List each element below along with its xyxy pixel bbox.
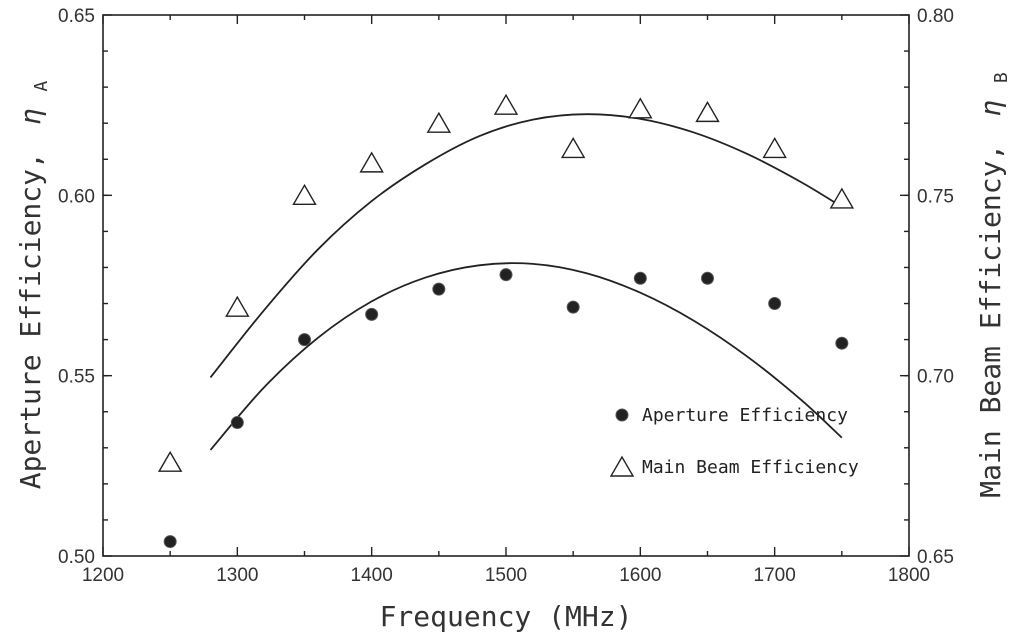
- aperture-data-point: [230, 416, 244, 430]
- legend-aperture-marker: [615, 408, 629, 422]
- aperture-data-point: [298, 333, 311, 347]
- main-beam-fit-curve: [209, 113, 843, 379]
- aperture-data-point: [566, 300, 580, 314]
- x-tick-label: 1200: [82, 565, 124, 586]
- legend-main-beam-label: Main Beam Efficiency: [642, 457, 859, 478]
- right-y-axis-title: Main Beam Efficiency, η B: [974, 72, 1012, 497]
- main-beam-data-point: [157, 450, 183, 472]
- right-y-tick-label: 0.65: [917, 547, 954, 568]
- aperture-data-point: [768, 297, 782, 311]
- x-tick-label: 1500: [485, 565, 527, 586]
- left-y-axis-title-subscript: A: [31, 81, 52, 92]
- left-y-axis-ticks: 0.50 0.55 0.60 0.65: [58, 6, 112, 568]
- aperture-data-point: [701, 271, 714, 285]
- aperture-data-point: [432, 282, 446, 296]
- left-y-axis-title-text: Aperture Efficiency,: [14, 152, 47, 489]
- main-beam-data-point: [359, 151, 384, 173]
- left-y-axis-title-symbol: η: [14, 108, 47, 125]
- x-tick-label: 1300: [216, 565, 258, 586]
- main-beam-data-point: [493, 93, 519, 115]
- main-beam-data-point: [695, 100, 720, 123]
- main-beam-data-point: [829, 187, 855, 209]
- data-markers: [157, 93, 855, 549]
- main-beam-data-point: [426, 111, 452, 133]
- legend: Aperture Efficiency Main Beam Efficiency: [609, 405, 859, 478]
- right-y-axis-title-subscript: B: [991, 72, 1012, 83]
- legend-main-beam-marker: [609, 455, 635, 477]
- main-beam-data-point: [628, 97, 653, 119]
- left-y-tick-label: 0.60: [58, 186, 95, 207]
- aperture-data-point: [499, 268, 513, 282]
- left-y-tick-label: 0.50: [58, 547, 95, 568]
- fit-curves: [209, 113, 843, 451]
- x-tick-label: 1700: [754, 565, 796, 586]
- right-y-axis-ticks: 0.65 0.70 0.75 0.80: [900, 6, 954, 568]
- main-beam-data-point: [225, 295, 250, 317]
- x-axis-title: Frequency (MHz): [380, 600, 633, 633]
- right-y-axis-title-text: Main Beam Efficiency,: [974, 144, 1007, 498]
- main-beam-data-point: [292, 183, 317, 206]
- main-beam-data-point: [560, 137, 586, 159]
- x-tick-label: 1800: [888, 565, 930, 586]
- x-tick-label: 1600: [619, 565, 661, 586]
- legend-aperture-label: Aperture Efficiency: [642, 405, 848, 426]
- left-y-tick-label: 0.55: [58, 367, 95, 388]
- aperture-data-point: [835, 336, 849, 350]
- main-beam-data-point: [762, 137, 787, 159]
- aperture-data-point: [633, 271, 647, 285]
- aperture-data-point: [365, 307, 379, 321]
- right-y-axis-title-symbol: η: [974, 100, 1007, 117]
- aperture-fit-curve: [209, 262, 843, 451]
- aperture-data-point: [163, 535, 177, 549]
- left-y-tick-label: 0.65: [58, 6, 95, 27]
- x-axis-ticks: 1200 1300 1400 1500 1600 1700 1800: [82, 15, 930, 586]
- left-y-axis-title: Aperture Efficiency, η A: [14, 81, 52, 490]
- right-y-tick-label: 0.70: [917, 367, 954, 388]
- right-y-tick-label: 0.80: [917, 6, 954, 27]
- right-y-tick-label: 0.75: [917, 186, 954, 207]
- x-tick-label: 1400: [351, 565, 393, 586]
